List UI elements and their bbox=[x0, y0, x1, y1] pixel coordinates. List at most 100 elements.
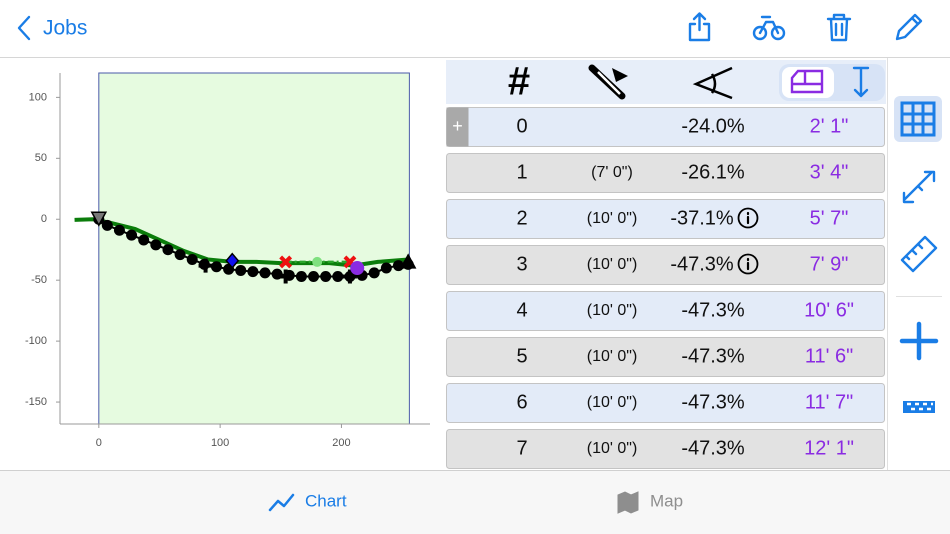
y-tick-label: -150 bbox=[25, 396, 47, 408]
row-distance: 7' 9" bbox=[810, 253, 849, 275]
trash-icon bbox=[826, 13, 852, 42]
profile-dot bbox=[210, 261, 222, 273]
profile-dot bbox=[138, 234, 150, 246]
back-chevron bbox=[17, 15, 31, 41]
y-tick-label: 100 bbox=[29, 91, 47, 103]
y-tick-label: 0 bbox=[41, 213, 47, 225]
row-bg bbox=[446, 199, 885, 239]
expand-label: + bbox=[452, 116, 463, 136]
row-length: (10' 0") bbox=[587, 210, 638, 227]
row-grade: -47.3% bbox=[681, 299, 745, 321]
pattern-button[interactable] bbox=[903, 401, 935, 413]
marker bbox=[225, 252, 240, 269]
row-grade: -47.3% bbox=[670, 253, 734, 275]
marker bbox=[399, 253, 417, 269]
row-number: 4 bbox=[516, 299, 527, 321]
profile-dot bbox=[295, 271, 307, 283]
angle-icon bbox=[692, 66, 733, 100]
profile-dot bbox=[368, 267, 380, 279]
profile-dot bbox=[174, 249, 186, 261]
table-row[interactable]: 3 (10' 0") -47.3% 7' 9" bbox=[446, 245, 885, 285]
row-bg bbox=[446, 153, 885, 193]
tab-label: Map bbox=[650, 491, 683, 510]
marker bbox=[312, 256, 323, 267]
table-row[interactable]: 1 (7' 0") -26.1% 3' 4" bbox=[446, 153, 885, 193]
row-length: (10' 0") bbox=[587, 348, 638, 365]
tab-chart-icon bbox=[268, 493, 295, 512]
pattern-icon-2 bbox=[907, 402, 933, 411]
marker bbox=[279, 255, 293, 269]
row-number: 0 bbox=[516, 115, 527, 137]
delete-button[interactable] bbox=[826, 13, 852, 42]
tab-map-icon bbox=[617, 491, 639, 514]
profile-dot bbox=[150, 239, 162, 251]
table-row[interactable]: 6 (10' 0") -47.3% 11' 7" bbox=[446, 383, 885, 423]
edit-button[interactable] bbox=[895, 13, 923, 41]
device-icon bbox=[752, 25, 768, 41]
x-tick-label: 100 bbox=[211, 437, 229, 449]
profile-dot bbox=[320, 271, 332, 283]
tab-bar bbox=[0, 470, 950, 534]
row-distance: 11' 6" bbox=[805, 345, 853, 367]
row-grade: -26.1% bbox=[681, 161, 745, 183]
table-row[interactable]: 2 (10' 0") -37.1% 5' 7" bbox=[446, 199, 885, 239]
row-distance: 12' 1" bbox=[804, 437, 854, 459]
cutter-icon-3 bbox=[612, 68, 628, 82]
marker bbox=[342, 269, 357, 284]
row-grade: -47.3% bbox=[681, 345, 745, 367]
table-row[interactable]: +0 -24.0% 2' 1" bbox=[446, 107, 885, 147]
header-length-icon[interactable] bbox=[588, 64, 628, 100]
tab-map[interactable]: Map bbox=[617, 491, 683, 514]
row-number: 7 bbox=[516, 437, 527, 459]
measure-icon bbox=[902, 170, 936, 204]
row-length: (10' 0") bbox=[587, 440, 638, 457]
marker bbox=[350, 261, 365, 275]
grid-view-button[interactable] bbox=[894, 96, 942, 142]
tab-label: Chart bbox=[305, 491, 347, 510]
share-icon bbox=[688, 12, 711, 42]
profile-dot bbox=[259, 267, 271, 279]
measure-button[interactable] bbox=[902, 170, 936, 204]
device-icon-3 bbox=[758, 15, 780, 35]
row-number: 5 bbox=[516, 345, 527, 367]
info-icon bbox=[737, 207, 759, 229]
table-row[interactable]: 4 (10' 0") -47.3% 10' 6" bbox=[446, 291, 885, 331]
back-button[interactable]: Jobs bbox=[17, 15, 87, 41]
selected-bg bbox=[894, 96, 942, 142]
nav-bar bbox=[0, 0, 950, 57]
marker bbox=[278, 269, 293, 284]
row-bg bbox=[446, 383, 885, 423]
row-number: 1 bbox=[516, 161, 527, 183]
row-length: (10' 0") bbox=[587, 394, 638, 411]
row-distance: 5' 7" bbox=[810, 207, 849, 229]
row-grade: -47.3% bbox=[681, 391, 745, 413]
device-button[interactable] bbox=[752, 15, 786, 41]
share-button[interactable] bbox=[688, 12, 711, 42]
profile-dot bbox=[101, 219, 113, 231]
row-length: (7' 0") bbox=[591, 164, 633, 181]
row-number: 6 bbox=[516, 391, 527, 413]
profile-dot bbox=[186, 253, 198, 265]
header-angle-icon[interactable] bbox=[692, 66, 733, 100]
info-icon bbox=[737, 253, 759, 275]
segment-depth[interactable] bbox=[852, 66, 870, 98]
row-length: (10' 0") bbox=[587, 302, 638, 319]
ruler-button[interactable] bbox=[900, 235, 938, 273]
expand-tab bbox=[446, 107, 469, 147]
row-number: 2 bbox=[516, 207, 527, 229]
tab-chart[interactable]: Chart bbox=[268, 491, 347, 512]
row-bg bbox=[446, 337, 885, 377]
table-rows: +0 -24.0% 2' 1" 1 (7' 0") -26.1% 3' 4" 2 (10' 0"… bbox=[446, 107, 885, 469]
y-tick-label: -100 bbox=[25, 335, 47, 347]
segment-distance[interactable] bbox=[782, 67, 834, 98]
distance-icon bbox=[790, 69, 824, 94]
table-row[interactable]: 7 (10' 0") -47.3% 12' 1" bbox=[446, 429, 885, 469]
table-row[interactable]: 5 (10' 0") -47.3% 11' 6" bbox=[446, 337, 885, 377]
header-number: # bbox=[508, 60, 530, 104]
pencil-icon bbox=[895, 13, 923, 41]
profile-dot bbox=[380, 262, 392, 274]
marker bbox=[90, 211, 108, 227]
row-grade: -24.0% bbox=[681, 115, 745, 137]
plus-icon bbox=[899, 321, 939, 361]
add-button[interactable] bbox=[899, 321, 939, 361]
